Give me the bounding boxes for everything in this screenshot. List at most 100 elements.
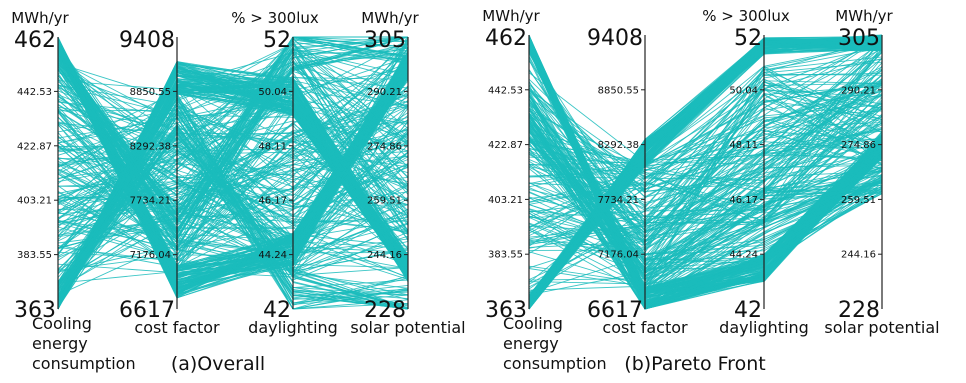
polyline-group <box>528 34 883 310</box>
tick-label: 244.16 <box>367 250 402 261</box>
axis-max-label: 52 <box>734 26 762 51</box>
tick-label: 8850.55 <box>130 87 171 98</box>
data-polyline <box>528 139 883 282</box>
tick-label: 7734.21 <box>130 196 171 207</box>
axis-unit: MWh/yr <box>482 7 540 25</box>
tick-label: 274.86 <box>841 140 876 151</box>
data-polyline <box>57 124 409 310</box>
tick-label: 50.04 <box>729 85 758 96</box>
data-polyline <box>57 48 409 159</box>
data-polyline <box>57 42 409 249</box>
data-polyline <box>528 83 883 232</box>
tick-label: 290.21 <box>367 87 402 98</box>
axis-max-label: 462 <box>14 28 56 53</box>
tick-label: 7734.21 <box>598 195 639 206</box>
tick-label: 46.17 <box>258 196 287 207</box>
axis-unit: % > 300lux <box>231 9 319 27</box>
data-polyline <box>528 85 883 251</box>
data-polyline <box>528 115 883 290</box>
data-polyline <box>57 116 409 300</box>
chart-title: (b)Pareto Front <box>624 353 765 375</box>
data-polyline <box>528 104 883 180</box>
data-polyline <box>528 95 883 262</box>
data-polyline <box>57 36 409 231</box>
axis-name: cost factor <box>602 318 688 337</box>
data-polyline <box>57 46 409 217</box>
tick-label: 290.21 <box>841 85 876 96</box>
axis-min-label: 228 <box>364 298 406 323</box>
data-polyline <box>528 131 883 310</box>
axis-unit: MWh/yr <box>11 9 69 27</box>
tick-label: 50.04 <box>258 87 287 98</box>
data-polyline <box>528 89 883 198</box>
data-polyline <box>528 109 883 281</box>
data-polyline <box>528 40 883 163</box>
data-polyline <box>57 36 408 222</box>
data-polyline <box>57 116 409 310</box>
axis-name: solar potential <box>350 318 465 337</box>
tick-label: 383.55 <box>488 250 523 261</box>
data-polyline <box>528 128 883 263</box>
data-polyline <box>57 94 409 304</box>
data-polyline <box>57 36 409 223</box>
axis-unit: % > 300lux <box>702 7 790 25</box>
axis-name: consumption <box>503 354 607 373</box>
data-polyline <box>57 36 409 239</box>
data-polyline <box>528 103 883 166</box>
axis-max-label: 305 <box>838 26 880 51</box>
data-polyline <box>57 124 409 251</box>
tick-label: 259.51 <box>367 196 402 207</box>
data-polyline <box>57 72 409 226</box>
data-polyline <box>57 121 409 257</box>
data-polyline <box>57 38 409 225</box>
tick-label: 244.16 <box>841 250 876 261</box>
axis-max-label: 305 <box>364 28 406 53</box>
axis-name: energy <box>32 334 88 353</box>
data-polyline <box>528 123 883 271</box>
axis-min-label: 42 <box>263 298 291 323</box>
data-polyline <box>528 118 883 294</box>
tick-label: 8292.38 <box>130 141 171 152</box>
axis-min-label: 42 <box>734 298 762 323</box>
data-polyline <box>528 122 883 272</box>
tick-label: 442.53 <box>488 85 523 96</box>
data-polyline <box>528 88 883 187</box>
axis-name: daylighting <box>248 318 338 337</box>
polyline-group <box>57 36 409 310</box>
axis-max-label: 52 <box>263 28 291 53</box>
data-polyline <box>528 58 883 271</box>
data-polyline <box>528 87 883 208</box>
tick-label: 44.24 <box>258 250 287 261</box>
data-polyline <box>57 207 409 284</box>
axis-name: Cooling <box>32 314 92 333</box>
data-polyline <box>528 149 883 287</box>
tick-label: 48.11 <box>258 141 287 152</box>
axis-max-label: 9408 <box>119 28 175 53</box>
axis-unit: MWh/yr <box>361 9 419 27</box>
data-polyline <box>528 55 883 273</box>
axis-min-label: 6617 <box>119 298 175 323</box>
tick-label: 422.87 <box>488 140 523 151</box>
chart-title: (a)Overall <box>171 353 265 375</box>
data-polyline <box>57 73 409 191</box>
data-polyline <box>57 137 409 281</box>
data-polyline <box>57 97 409 305</box>
chart-panel-2: 442.53 422.87 403.21 383.55 462 363 MWh/yr Cool… <box>482 7 939 375</box>
data-polyline <box>57 222 409 276</box>
data-polyline <box>528 94 883 270</box>
axis-name: solar potential <box>824 318 939 337</box>
axis-name: daylighting <box>719 318 809 337</box>
tick-label: 8850.55 <box>598 85 639 96</box>
tick-label: 8292.38 <box>598 140 639 151</box>
tick-label: 44.24 <box>729 250 758 261</box>
chart-panel-1: 442.53 422.87 403.21 383.55 462 363 MWh/yr Cool… <box>11 9 465 375</box>
data-polyline <box>528 136 883 294</box>
data-polyline <box>528 71 883 209</box>
data-polyline <box>528 36 883 299</box>
data-polyline <box>528 61 883 291</box>
data-polyline <box>528 129 883 310</box>
data-polyline <box>528 116 883 250</box>
data-polyline <box>57 57 409 247</box>
tick-label: 46.17 <box>729 195 758 206</box>
axis-name: energy <box>503 334 559 353</box>
